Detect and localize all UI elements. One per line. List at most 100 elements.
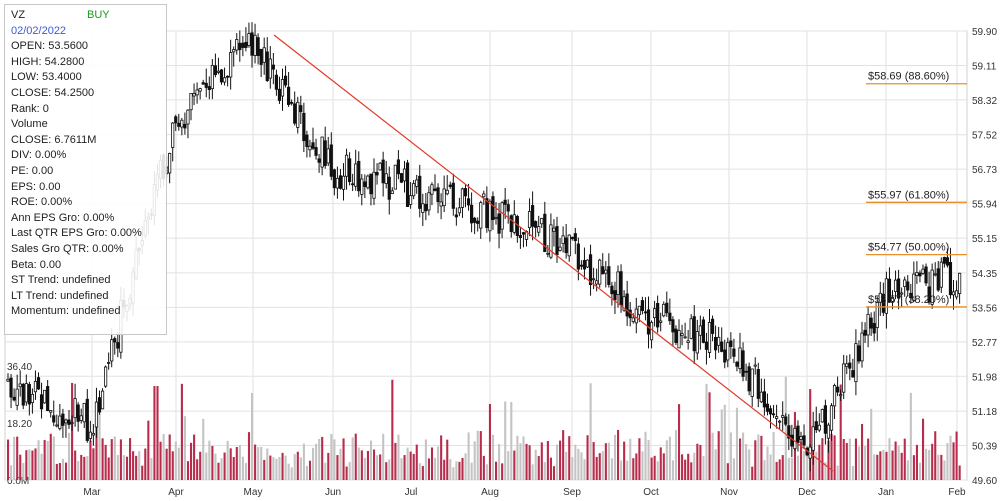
candle-body (701, 319, 706, 343)
price-tick-label: 59.90 (972, 27, 997, 38)
volume-bar (800, 441, 803, 480)
candle (222, 67, 227, 86)
candle (283, 65, 288, 88)
candle-body (951, 291, 956, 296)
candle (698, 315, 702, 350)
month-gridlines (91, 31, 958, 480)
volume-bar (153, 386, 156, 480)
candle-body (753, 364, 757, 367)
volume-bar (19, 454, 22, 480)
volume-bar (748, 449, 751, 480)
candle-body (500, 202, 504, 230)
candle-body (97, 397, 102, 413)
volume-bar (757, 434, 760, 480)
volume-bar (507, 451, 510, 480)
volume-bar (781, 455, 784, 480)
volume-bar (470, 462, 473, 480)
candle (826, 422, 831, 453)
candle-body (735, 361, 739, 367)
info-panel: VZ BUY 02/02/2022 OPEN: 53.5600 HIGH: 54.… (4, 4, 167, 335)
volume-bar (257, 447, 260, 480)
candle (747, 362, 751, 396)
volume-bar (513, 450, 516, 480)
candle (33, 370, 38, 400)
volume-bar (854, 438, 857, 480)
candle-body (268, 58, 272, 79)
volume-bar (516, 435, 519, 480)
candle (726, 337, 730, 368)
volume-tick-label: 18.20 (7, 419, 32, 430)
candle-body (308, 145, 312, 151)
volume-bar (241, 456, 244, 480)
volume-bar (687, 453, 690, 480)
candle (116, 332, 120, 358)
price-tick-label: 55.94 (972, 200, 997, 211)
volume-bar (443, 459, 446, 480)
candle-body (893, 279, 898, 292)
volume-bar (238, 444, 241, 480)
candle (344, 148, 349, 190)
candle (171, 122, 175, 162)
volume-bar (382, 433, 385, 480)
candle (58, 404, 62, 431)
candle (485, 186, 489, 233)
candle (6, 373, 10, 383)
candle-body (250, 32, 254, 56)
candle-body (408, 195, 413, 205)
candle (823, 399, 828, 445)
volume-bar (607, 442, 610, 480)
volume-bar (16, 436, 19, 480)
volume-bar (498, 444, 501, 480)
candle (921, 264, 925, 276)
candle-body (27, 384, 31, 405)
volume-bar (68, 432, 71, 480)
candle (915, 261, 919, 284)
price-tick-label: 57.52 (972, 131, 997, 142)
candle-body (799, 436, 803, 440)
volume-bar (696, 443, 699, 480)
volume-bar (684, 459, 687, 480)
candle-body (872, 323, 876, 334)
volume-bar (302, 443, 305, 480)
candle (332, 168, 336, 196)
volume-bar (720, 409, 723, 480)
volume-bar (690, 462, 693, 480)
candle (473, 216, 477, 235)
candle-body (372, 171, 376, 199)
volume-bar (165, 448, 168, 480)
candle (656, 295, 660, 333)
volume-bar (272, 457, 275, 480)
volume-bar (190, 442, 193, 480)
volume-bar (559, 440, 562, 480)
volume-bar (293, 454, 296, 480)
volume-bar (64, 462, 68, 480)
volume-bar (186, 461, 190, 480)
x-tick-label: Sep (563, 487, 581, 498)
candle (85, 389, 89, 443)
volume-bar (653, 455, 656, 480)
candle (421, 193, 425, 227)
volume-bar (366, 450, 369, 480)
candle-body (454, 214, 458, 218)
candle-body (473, 217, 477, 223)
candle (494, 202, 498, 225)
candle-body (866, 313, 870, 336)
candle (674, 325, 678, 346)
volume-bar (610, 458, 613, 480)
price-tick-label: 51.18 (972, 407, 997, 418)
candle (704, 332, 709, 365)
candle-body (726, 342, 730, 361)
volume-bar (705, 383, 708, 480)
volume-bar (650, 457, 653, 480)
volume-bar (845, 443, 848, 480)
volume-bar (894, 441, 897, 480)
candle (451, 173, 455, 216)
volume-bar (495, 461, 498, 480)
candle-body (460, 188, 465, 208)
candle (476, 217, 480, 232)
candle (235, 33, 239, 55)
candle (91, 424, 95, 446)
candle (384, 160, 388, 189)
candle-body (286, 86, 291, 105)
candle-body (793, 427, 797, 450)
